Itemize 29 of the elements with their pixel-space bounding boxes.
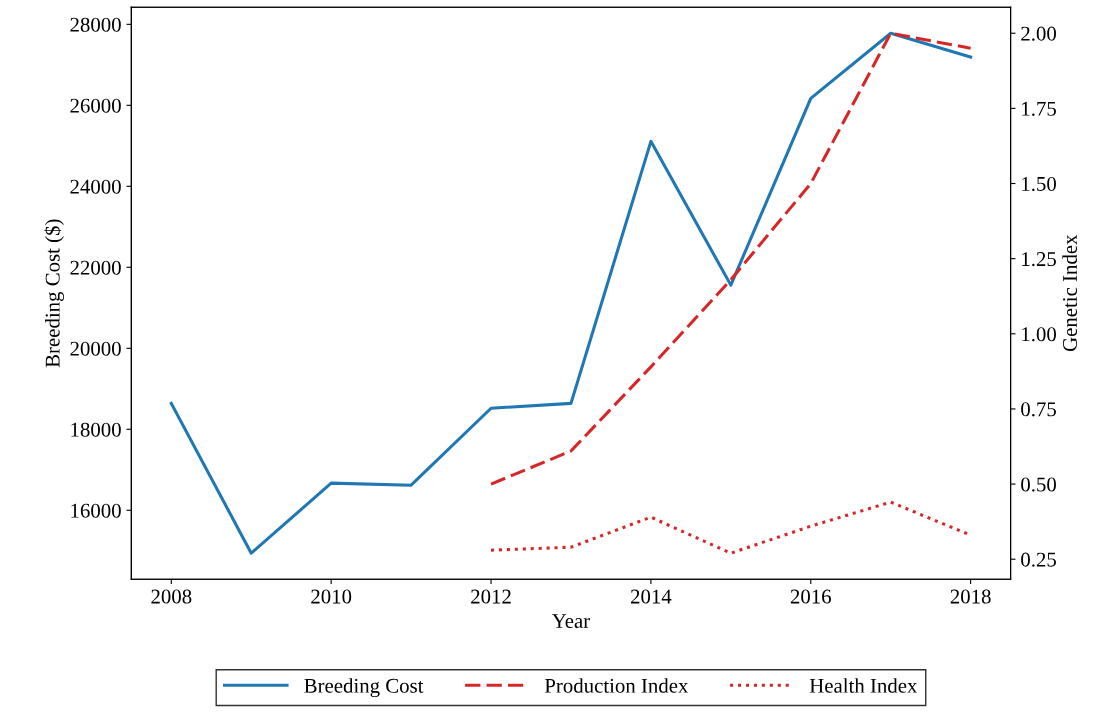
y-tick-label: 18000	[71, 422, 121, 437]
y-tick-label: 24000	[70, 179, 121, 194]
line-series	[169, 31, 973, 555]
x-tick-label: 2018	[950, 589, 991, 604]
y2-axis-title: Genetic Index	[1062, 234, 1077, 352]
x-tick-label: 2010	[311, 589, 352, 604]
x-axis-title: Year	[552, 614, 590, 629]
x-tick-label: 2012	[471, 589, 511, 604]
line-series	[489, 31, 973, 486]
y-tick-label: 28000	[70, 17, 121, 32]
legend-label: Health Index	[809, 678, 918, 693]
y-tick-label: 26000	[70, 98, 121, 113]
y2-tick-label: 1.75	[1022, 101, 1056, 116]
y2-tick-label: 0.50	[1021, 477, 1056, 492]
y2-tick-label: 0.25	[1021, 552, 1056, 567]
y-tick-label: 20000	[70, 341, 121, 356]
y-tick-label: 22000	[70, 260, 121, 275]
y2-tick-label: 1.25	[1022, 252, 1056, 267]
x-tick-label: 2016	[790, 589, 831, 604]
legend-label: Breeding Cost	[304, 678, 424, 698]
y-tick-label: 16000	[71, 503, 121, 518]
legend-label: Production Index	[544, 678, 689, 693]
y2-tick-label: 0.75	[1021, 402, 1056, 417]
y2-tick-label: 2.00	[1021, 26, 1056, 41]
x-tick-label: 2014	[630, 589, 672, 604]
x-tick-label: 2008	[151, 589, 192, 604]
y2-tick-label: 1.50	[1022, 176, 1056, 192]
y-axis-title: Breeding Cost ($)	[44, 219, 64, 368]
y2-tick-label: 1.00	[1022, 327, 1056, 342]
